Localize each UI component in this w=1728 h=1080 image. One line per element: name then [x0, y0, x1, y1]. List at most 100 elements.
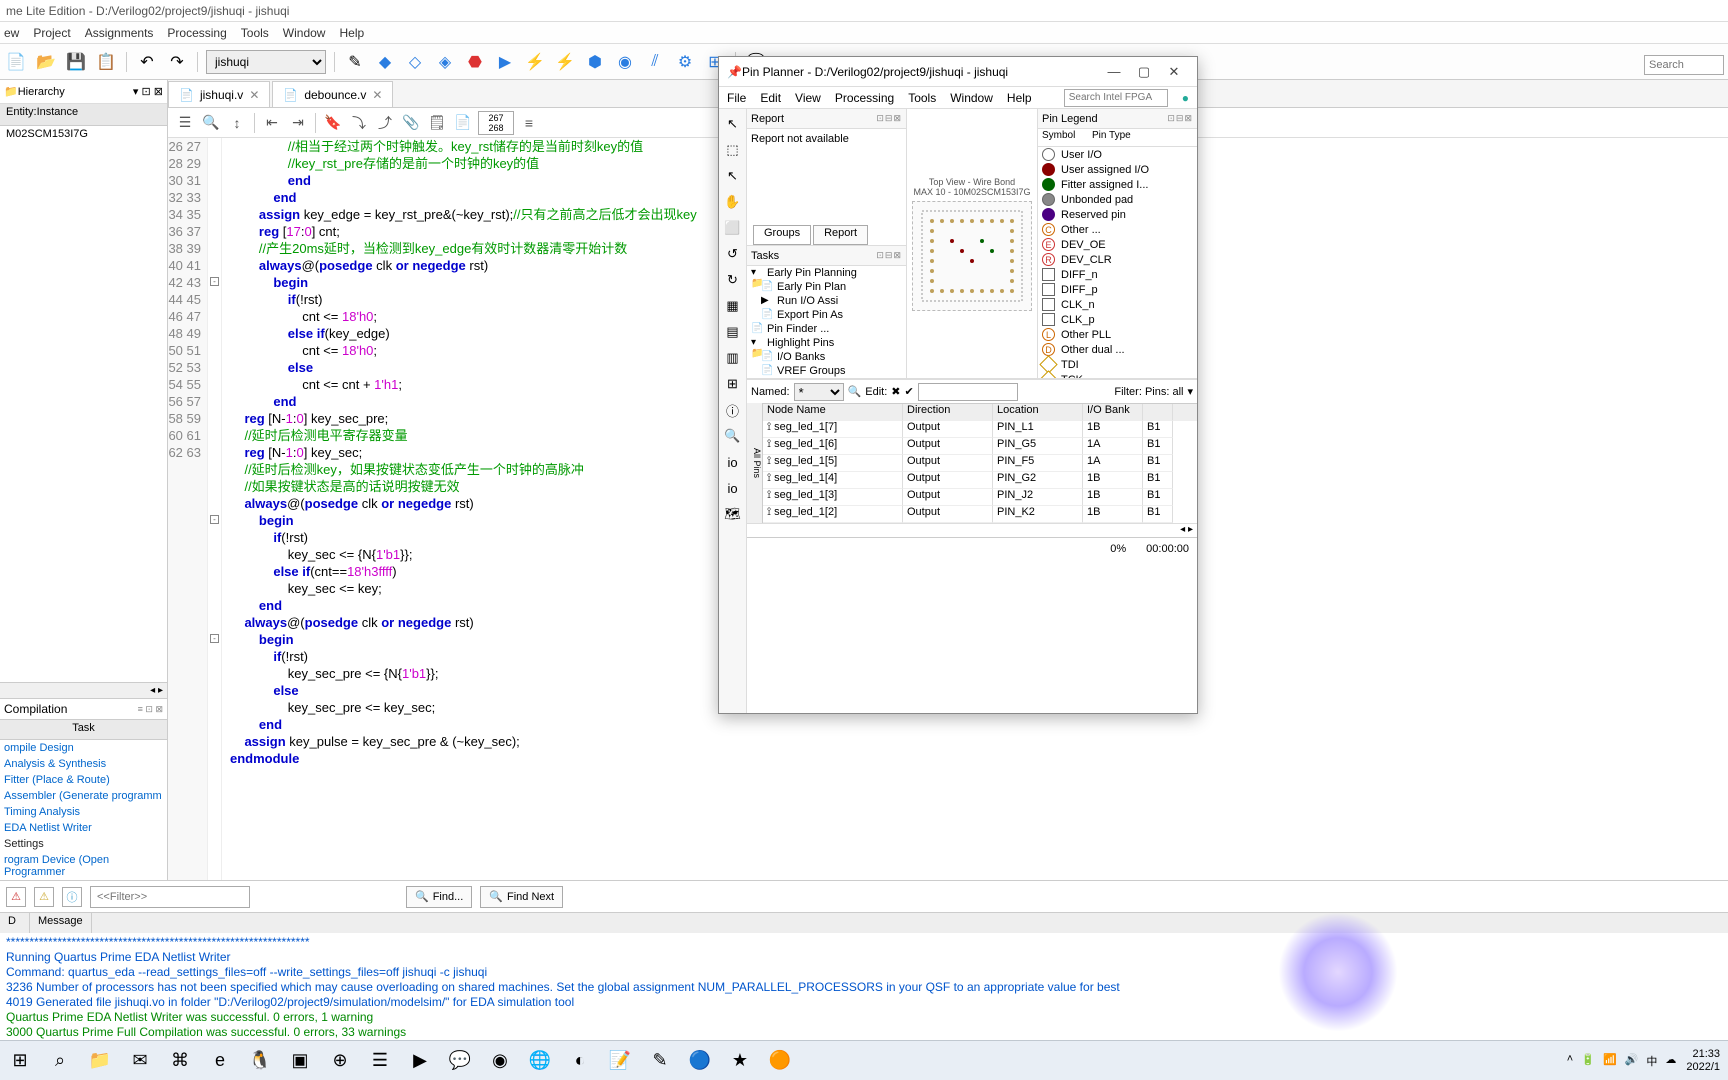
taskbar-app-icon[interactable]: ⊕ [320, 1041, 360, 1080]
tab-groups[interactable]: Groups [753, 225, 811, 245]
node-table-row[interactable]: ⟟ seg_led_1[2]OutputPIN_K21BB1 [763, 506, 1197, 523]
edit-cancel-icon[interactable]: ✖ [891, 385, 900, 398]
file-tab[interactable]: 📄debounce.v✕ [272, 81, 393, 107]
tray-icon[interactable]: 🔊 [1625, 1053, 1639, 1069]
fold-gutter[interactable]: --- [208, 138, 222, 880]
prog-icon[interactable]: ⫽ [643, 50, 667, 74]
pin-tool-icon[interactable]: io [722, 451, 744, 473]
taskbar-app-icon[interactable]: ⌘ [160, 1041, 200, 1080]
nav-icon[interactable]: ☰ [174, 112, 196, 134]
taskbar-app-icon[interactable]: ▣ [280, 1041, 320, 1080]
menu-project[interactable]: Project [33, 26, 70, 40]
hierarchy-header[interactable]: 📁 Hierarchy▾ ⊡ ⊠ [0, 80, 167, 104]
close-tab-icon[interactable]: ✕ [249, 88, 259, 102]
tray-icon[interactable]: 📶 [1603, 1053, 1617, 1069]
stop-icon[interactable]: ⬣ [463, 50, 487, 74]
taskbar-app-icon[interactable]: ⌕ [40, 1041, 80, 1080]
wand-icon[interactable]: ✎ [343, 50, 367, 74]
taskbar-app-icon[interactable]: 🟠 [760, 1041, 800, 1080]
taskbar-clock[interactable]: 21:33 2022/1 [1686, 1048, 1720, 1074]
tab-report[interactable]: Report [813, 225, 868, 245]
tasks-tree-item[interactable]: 📄 Pin Finder ... [747, 322, 906, 336]
tasks-tree-item[interactable]: ▾ 📁 Highlight Pins [747, 336, 906, 350]
find-next-button[interactable]: 🔍Find Next [480, 886, 563, 908]
redo-icon[interactable]: ↷ [165, 50, 189, 74]
pin-tool-icon[interactable]: ⊞ [722, 373, 744, 395]
taskbar-app-icon[interactable]: ✎ [640, 1041, 680, 1080]
chip-icon[interactable]: ⬢ [583, 50, 607, 74]
compile-icon[interactable]: ◆ [373, 50, 397, 74]
hierarchy-scrollbar[interactable]: ◂ ▸ [0, 682, 167, 698]
task-item[interactable]: Assembler (Generate programm [0, 788, 167, 804]
tasks-tree-item[interactable]: ▾ 📁 Early Pin Planning [747, 266, 906, 280]
step-icon[interactable]: ⚡ [523, 50, 547, 74]
taskbar-app-icon[interactable]: e [200, 1041, 240, 1080]
task-item[interactable]: Analysis & Synthesis [0, 756, 167, 772]
tasks-tree-item[interactable]: ▶ Run I/O Assi [747, 294, 906, 308]
find-button[interactable]: 🔍Find... [406, 886, 472, 908]
info-filter-icon[interactable]: ⓘ [62, 887, 82, 907]
filter-dropdown-icon[interactable]: ▾ [1187, 385, 1193, 398]
tasks-tree-item[interactable]: 📄 Early Pin Plan [747, 280, 906, 294]
taskbar-app-icon[interactable]: 💬 [440, 1041, 480, 1080]
node-table-row[interactable]: ⟟ seg_led_1[6]OutputPIN_G51AB1 [763, 438, 1197, 455]
taskbar-app-icon[interactable]: 📁 [80, 1041, 120, 1080]
task-item[interactable]: Settings [0, 836, 167, 852]
menu-help[interactable]: Help [339, 26, 364, 40]
pin-tool-icon[interactable]: ⓘ [722, 399, 744, 421]
node-table-row[interactable]: ⟟ seg_led_1[5]OutputPIN_F51AB1 [763, 455, 1197, 472]
node-table-row[interactable]: ⟟ seg_led_1[4]OutputPIN_G21BB1 [763, 472, 1197, 489]
tray-icon[interactable]: ☁ [1665, 1053, 1676, 1069]
undo-icon[interactable]: ↶ [135, 50, 159, 74]
menu-window[interactable]: Window [283, 26, 326, 40]
asm-icon[interactable]: ⚙ [673, 50, 697, 74]
paste-icon[interactable]: 📋 [94, 50, 118, 74]
lines-icon[interactable]: ≡ [518, 112, 540, 134]
open-icon[interactable]: 📂 [34, 50, 58, 74]
taskbar-app-icon[interactable]: 🔵 [680, 1041, 720, 1080]
task-item[interactable]: EDA Netlist Writer [0, 820, 167, 836]
pin-tool-icon[interactable]: ↖ [722, 113, 744, 135]
pin-tool-icon[interactable]: ↻ [722, 269, 744, 291]
taskbar-app-icon[interactable]: ★ [720, 1041, 760, 1080]
pin-tool-icon[interactable]: 🔍 [722, 425, 744, 447]
pin-menu-file[interactable]: File [727, 91, 746, 105]
messages-body[interactable]: ****************************************… [0, 933, 1728, 1042]
close-icon[interactable]: ✕ [1159, 60, 1189, 84]
pin-tool-icon[interactable]: 🗺 [722, 503, 744, 525]
chip-view-pane[interactable]: Top View - Wire Bond MAX 10 - 10M02SCM15… [907, 109, 1037, 378]
fit-icon[interactable]: ◈ [433, 50, 457, 74]
task-item[interactable]: ompile Design [0, 740, 167, 756]
chip-diagram[interactable] [912, 201, 1032, 311]
find-icon[interactable]: 🔍 [200, 112, 222, 134]
menu-processing[interactable]: Processing [167, 26, 226, 40]
taskbar-app-icon[interactable]: 🐧 [240, 1041, 280, 1080]
taskbar-app-icon[interactable]: ◉ [480, 1041, 520, 1080]
menu-tools[interactable]: Tools [241, 26, 269, 40]
task-item[interactable]: Fitter (Place & Route) [0, 772, 167, 788]
tasks-tree-item[interactable]: 📄 VREF Groups [747, 364, 906, 378]
task-item[interactable]: rogram Device (Open Programmer [0, 852, 167, 880]
legend-list[interactable]: User I/OUser assigned I/OFitter assigned… [1038, 147, 1197, 378]
pin-tool-icon[interactable]: ✋ [722, 191, 744, 213]
outdent-icon[interactable]: ⇤ [261, 112, 283, 134]
tray-icon[interactable]: ˄ [1567, 1053, 1573, 1069]
tray-icon[interactable]: 🔋 [1581, 1053, 1595, 1069]
menu-assignments[interactable]: Assignments [85, 26, 154, 40]
note-icon[interactable]: 🗒 [426, 112, 448, 134]
edit-input[interactable] [918, 383, 1018, 401]
bookmark-icon[interactable]: 🔖 [322, 112, 344, 134]
node-table-row[interactable]: ⟟ seg_led_1[3]OutputPIN_J21BB1 [763, 489, 1197, 506]
next-bm-icon[interactable]: ⤵ [348, 112, 370, 134]
pin-planner-titlebar[interactable]: 📌 Pin Planner - D:/Verilog02/project9/ji… [719, 57, 1197, 87]
taskbar-app-icon[interactable]: ◐ [560, 1041, 600, 1080]
taskbar-app-icon[interactable]: ▶ [400, 1041, 440, 1080]
new-icon[interactable]: 📄 [4, 50, 28, 74]
minimize-icon[interactable]: — [1099, 60, 1129, 84]
pin-menu-view[interactable]: View [795, 91, 821, 105]
pin-tool-icon[interactable]: ▦ [722, 295, 744, 317]
taskbar-app-icon[interactable]: 📝 [600, 1041, 640, 1080]
step2-icon[interactable]: ⚡ [553, 50, 577, 74]
attach-icon[interactable]: 📎 [400, 112, 422, 134]
node-table-row[interactable]: ⟟ seg_led_1[7]OutputPIN_L11BB1 [763, 421, 1197, 438]
